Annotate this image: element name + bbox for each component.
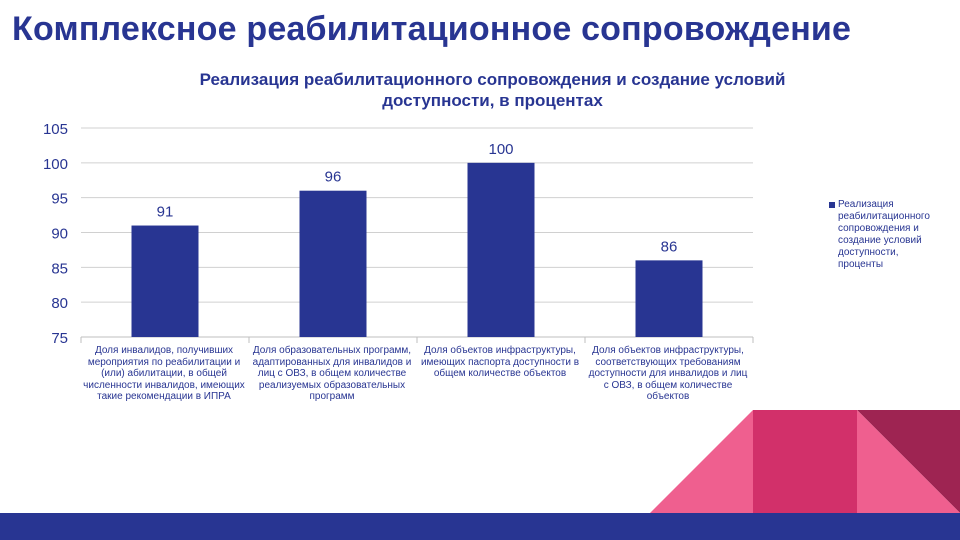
y-tick-label-100: 100	[43, 156, 68, 173]
footer-bar	[0, 513, 960, 540]
bar-3	[467, 162, 535, 337]
y-tick-label-105: 105	[43, 121, 68, 138]
data-label-3: 100	[488, 141, 513, 158]
y-tick-label-80: 80	[51, 295, 68, 312]
legend-label: Реализация реабилитационного сопровожден…	[838, 199, 930, 270]
deco-square-middle	[753, 410, 857, 513]
data-label-2: 96	[325, 169, 342, 186]
y-tick-label-90: 90	[51, 226, 68, 243]
data-label-1: 91	[157, 204, 174, 221]
category-label-2: Доля образовательных программ, адаптиров…	[252, 345, 412, 402]
chart-title: Реализация реабилитационного сопровожден…	[199, 70, 786, 110]
bar-1	[131, 225, 199, 337]
category-label-4: Доля объектов инфраструктуры, соответств…	[588, 345, 748, 402]
chart-legend: Реализация реабилитационного сопровожден…	[829, 199, 944, 271]
y-tick-label-85: 85	[51, 260, 68, 277]
data-label-4: 86	[661, 238, 678, 255]
deco-triangle-right-lower	[857, 410, 960, 513]
bar-2	[299, 190, 367, 337]
y-tick-label-75: 75	[51, 330, 68, 347]
slide-title: Комплексное реабилитационное сопровожден…	[12, 10, 852, 48]
deco-triangle-left	[650, 410, 753, 513]
category-label-1: Доля инвалидов, получивших мероприятия п…	[83, 345, 245, 402]
legend-swatch	[829, 202, 835, 208]
y-tick-label-95: 95	[51, 191, 68, 208]
category-label-3: Доля объектов инфраструктуры, имеющих па…	[420, 345, 580, 379]
bar-4	[635, 260, 703, 337]
